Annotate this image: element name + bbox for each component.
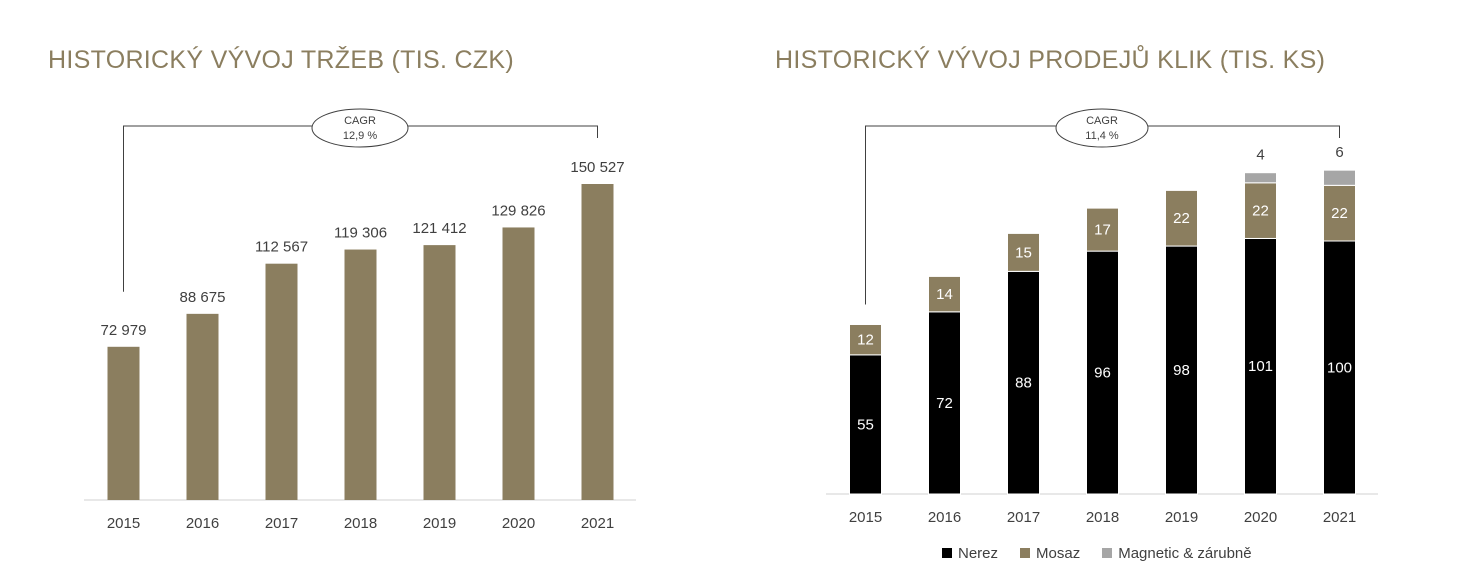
segment-value-label: 6 — [1335, 144, 1343, 161]
bar-segment-magnetic-z-rubn--2021 — [1323, 169, 1356, 186]
bar-segment-mosaz-2018 — [1086, 207, 1119, 252]
segment-value-label: 72 — [936, 395, 953, 412]
x-tick-label: 2016 — [928, 509, 961, 526]
bar-segment-magnetic-z-rubn--2020 — [1244, 172, 1277, 184]
cagr-ellipse — [311, 108, 409, 148]
segment-value-label: 14 — [936, 286, 953, 303]
x-tick-label: 2018 — [344, 515, 377, 532]
bar-value-label: 150 527 — [570, 159, 624, 176]
legend-label: Magnetic & zárubně — [1118, 544, 1252, 562]
bar-value-label: 112 567 — [255, 239, 308, 256]
bar-value-label: 119 306 — [334, 225, 387, 242]
legend-label: Mosaz — [1036, 544, 1081, 562]
legend-swatch — [1020, 548, 1031, 558]
bar-value-label: 121 412 — [412, 220, 466, 237]
bar-value-label: 72 979 — [101, 322, 147, 339]
segment-value-label: 98 — [1173, 362, 1190, 379]
legend-swatch — [942, 548, 952, 558]
x-tick-label: 2017 — [1007, 509, 1040, 526]
x-tick-label: 2019 — [423, 515, 456, 532]
x-tick-label: 2020 — [502, 515, 535, 532]
legend-swatch — [1102, 548, 1113, 558]
x-tick-label: 2021 — [1323, 509, 1356, 526]
x-tick-label: 2016 — [186, 515, 219, 532]
x-tick-label: 2018 — [1086, 509, 1119, 526]
cagr-label: CAGR — [1086, 115, 1118, 127]
segment-value-label: 101 — [1248, 358, 1273, 375]
revenue-bar-2021 — [581, 184, 614, 500]
bar-value-label: 88 675 — [180, 289, 226, 306]
segment-value-label: 96 — [1094, 365, 1111, 382]
bar-segment-mosaz-2019 — [1165, 189, 1198, 247]
bar-segment-nerez-2021 — [1323, 240, 1356, 495]
x-tick-label: 2020 — [1244, 509, 1277, 526]
cagr-ellipse — [1055, 108, 1149, 148]
segment-value-label: 22 — [1252, 203, 1269, 220]
revenue-bar-2015 — [107, 346, 140, 500]
legend-item-1: Mosaz — [1020, 545, 1080, 562]
bar-segment-mosaz-2020 — [1244, 182, 1277, 239]
revenue-bar-2017 — [265, 263, 298, 500]
bar-segment-nerez-2016 — [928, 311, 961, 495]
bar-segment-mosaz-2021 — [1323, 184, 1356, 242]
segment-value-label: 22 — [1173, 210, 1190, 227]
segment-value-label: 100 — [1327, 360, 1352, 377]
cagr-value: 11,4 % — [1085, 130, 1119, 142]
sales-chart-title: HISTORICKÝ VÝVOJ PRODEJŮ KLIK (TIS. KS) — [775, 46, 1326, 74]
revenue-chart-title: HISTORICKÝ VÝVOJ TRŽEB (TIS. CZK) — [48, 46, 514, 74]
segment-value-label: 12 — [857, 332, 874, 349]
revenue-bar-2020 — [502, 227, 535, 500]
bar-segment-nerez-2017 — [1007, 270, 1040, 495]
bar-segment-nerez-2015 — [849, 354, 882, 495]
segment-value-label: 17 — [1094, 222, 1111, 239]
bar-value-label: 129 826 — [491, 202, 545, 219]
x-tick-label: 2015 — [107, 515, 140, 532]
x-tick-label: 2021 — [581, 515, 614, 532]
x-tick-label: 2015 — [849, 509, 882, 526]
x-tick-label: 2019 — [1165, 509, 1198, 526]
bar-segment-nerez-2018 — [1086, 250, 1119, 495]
revenue-bar-2018 — [344, 249, 377, 500]
revenue-bar-2019 — [423, 245, 456, 500]
bar-segment-mosaz-2015 — [849, 323, 882, 356]
cagr-value: 12,9 % — [343, 130, 377, 142]
legend-label: Nerez — [958, 544, 999, 562]
legend-item-2: Magnetic & zárubně — [1102, 544, 1252, 562]
revenue-bar-2016 — [186, 313, 219, 500]
segment-value-label: 15 — [1015, 244, 1032, 261]
legend-item-0: Nerez — [942, 545, 998, 562]
sales-chart-legend: Nerez Mosaz Magnetic & zárubně — [942, 543, 1252, 563]
cagr-label: CAGR — [344, 115, 376, 127]
revenue-bar-chart: 72 979 2015 88 675 2016 112 567 2017 119 306 20… — [84, 108, 636, 532]
bar-segment-mosaz-2017 — [1007, 232, 1040, 272]
bar-segment-nerez-2020 — [1244, 237, 1277, 495]
bar-segment-mosaz-2016 — [928, 275, 961, 313]
segment-value-label: 88 — [1015, 375, 1032, 392]
segment-value-label: 22 — [1331, 205, 1348, 222]
segment-value-label: 4 — [1256, 147, 1264, 164]
x-tick-label: 2017 — [265, 515, 298, 532]
segment-value-label: 55 — [857, 416, 874, 433]
